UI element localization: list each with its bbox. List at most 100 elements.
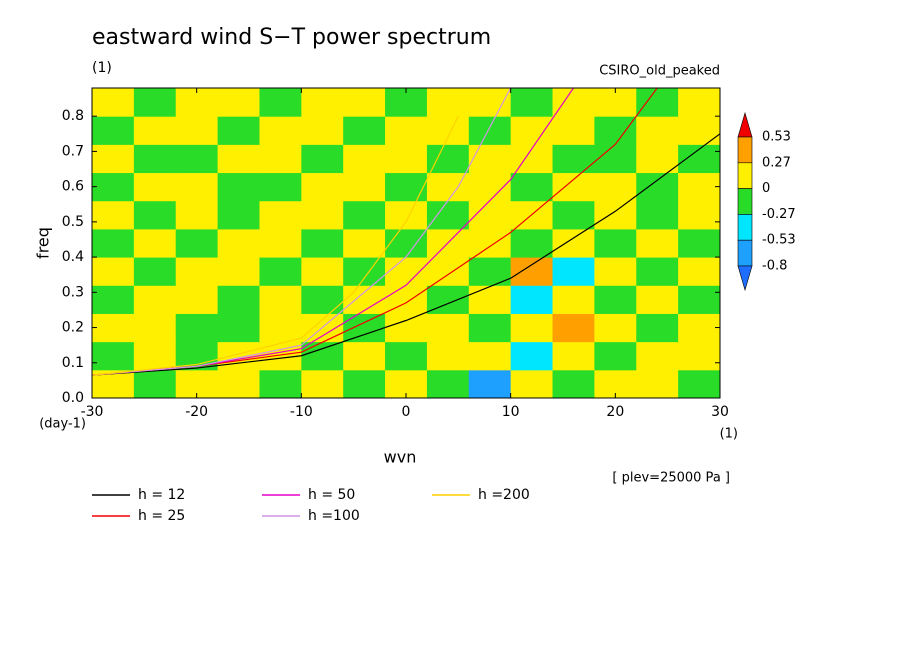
field-cell [133, 144, 177, 174]
field-cell [217, 313, 260, 343]
field-cell [468, 116, 512, 145]
field-cell [636, 341, 679, 371]
field-cell [510, 369, 554, 399]
field-cell [175, 228, 219, 258]
field-cell [594, 313, 637, 343]
field-cell [301, 144, 344, 174]
field-cell [510, 172, 554, 202]
colorbar-label: 0.27 [762, 155, 791, 170]
field-cell [133, 369, 177, 399]
field-cell [133, 200, 177, 230]
legend-label: h = 25 [138, 508, 185, 524]
field-cell [175, 144, 219, 174]
field-cell [343, 144, 386, 174]
x-unit: (1) [720, 427, 738, 442]
field-cell [217, 228, 260, 258]
x-tick-label: 10 [502, 404, 520, 420]
field-cell [594, 257, 637, 286]
field-cell [678, 341, 721, 371]
colorbar-label: -0.27 [762, 207, 796, 222]
field-cell [678, 116, 721, 145]
field-cell [426, 116, 470, 145]
field-cell [92, 313, 135, 343]
field-cell [468, 285, 512, 314]
field-cell [552, 144, 595, 174]
field-cell [259, 313, 302, 343]
field-cell [552, 172, 595, 202]
field-cell [301, 116, 344, 145]
series-line [92, 115, 459, 376]
field-cell [343, 228, 386, 258]
field-cell [426, 341, 470, 371]
field-cell [426, 144, 470, 174]
field-cell [510, 285, 554, 314]
field-cell [468, 88, 512, 117]
field-cell [92, 116, 135, 145]
field-cell [133, 341, 177, 371]
field-cell [175, 313, 219, 343]
field-cell [385, 144, 428, 174]
field-cell [92, 144, 135, 174]
field-cell [552, 228, 595, 258]
field-cell [301, 88, 344, 117]
field-cell [301, 172, 344, 202]
field-cell [175, 200, 219, 230]
field-cell [133, 88, 177, 117]
field-cell [426, 172, 470, 202]
field-cell [552, 257, 595, 286]
y-tick-label: 0.7 [62, 143, 84, 159]
field-cell [636, 116, 679, 145]
field-cell [510, 116, 554, 145]
series-line [92, 88, 512, 376]
field-cell [468, 172, 512, 202]
x-tick-label: -10 [290, 404, 313, 420]
field-cell [594, 116, 637, 145]
field-cell [510, 341, 554, 371]
field-cell [426, 369, 470, 399]
field-cell [636, 285, 679, 314]
field-cell [92, 172, 135, 202]
field-cell [133, 313, 177, 343]
legend-label: h =100 [308, 508, 360, 524]
field-cell [426, 257, 470, 286]
field-cell [678, 88, 721, 117]
colorbar-box [737, 214, 753, 241]
field-cell [343, 172, 386, 202]
field-cell [426, 200, 470, 230]
field-cell [552, 200, 595, 230]
field-cell [552, 285, 595, 314]
field-cell [217, 341, 260, 371]
x-tick-label: 30 [711, 404, 729, 420]
field-cell [343, 285, 386, 314]
field-cell [468, 228, 512, 258]
field-cell [259, 228, 302, 258]
field-cell [259, 88, 302, 117]
y-tick-label: 0.8 [62, 108, 84, 124]
field-cell [594, 285, 637, 314]
field-cell [636, 257, 679, 286]
annotation: CSIRO_old_peaked [599, 64, 720, 79]
colorbar-box [737, 136, 753, 164]
field-cell [301, 285, 344, 314]
field-cell [385, 341, 428, 371]
field-cell [133, 172, 177, 202]
field-cell [301, 228, 344, 258]
field-cell [259, 116, 302, 145]
field-cell [510, 257, 554, 286]
field-cell [92, 257, 135, 286]
y-tick-label: 0.0 [62, 390, 84, 406]
subtitle: (1) [92, 60, 112, 76]
colorbar-triangle [737, 265, 753, 292]
colorbar-box [737, 162, 753, 189]
field-cell [217, 116, 260, 145]
colorbar-box [737, 188, 753, 215]
field-cell [385, 116, 428, 145]
colorbar-label: 0.53 [762, 130, 791, 145]
field-cell [636, 144, 679, 174]
field-cell [133, 285, 177, 314]
field-cell [343, 257, 386, 286]
field-cell [636, 200, 679, 230]
field-cell [678, 200, 721, 230]
legend-label: h =200 [478, 487, 530, 503]
field-cell [385, 200, 428, 230]
